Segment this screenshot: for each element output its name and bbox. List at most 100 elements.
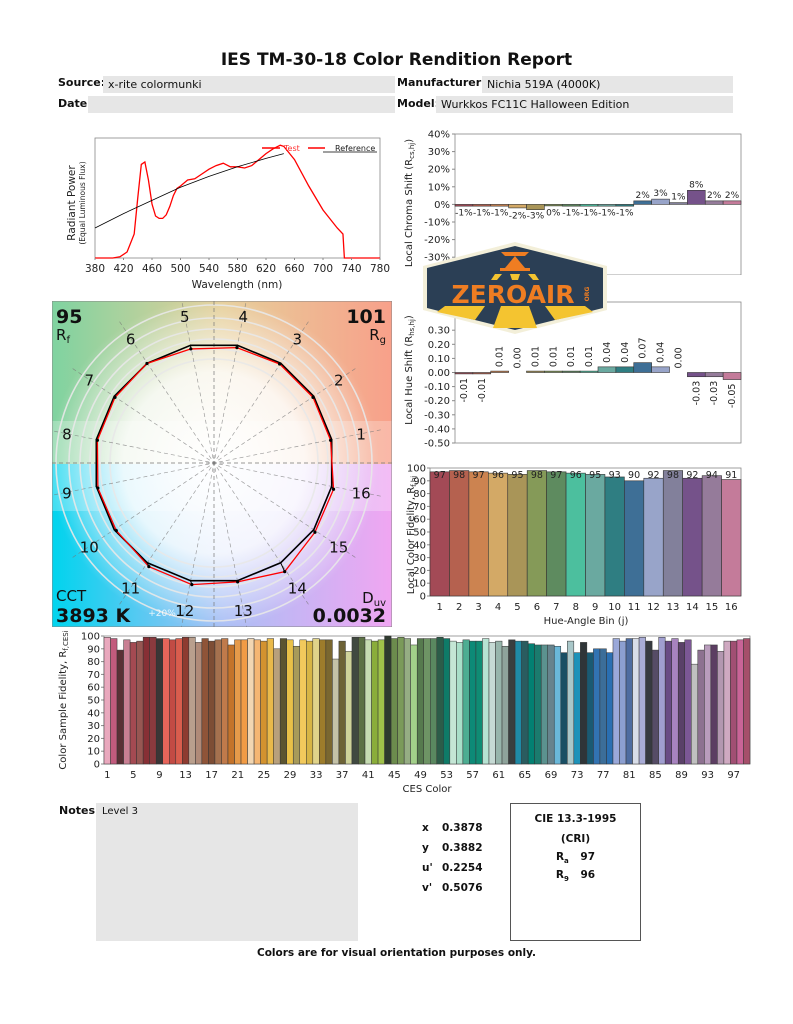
- cct-label: CCT: [56, 587, 87, 605]
- svg-text:-0.01: -0.01: [459, 378, 470, 403]
- notes-field[interactable]: Level 3: [96, 803, 358, 941]
- colorimetry-values: x 0.3878 y 0.3882 u' 0.2254 v' 0.5076: [422, 818, 483, 898]
- model-field[interactable]: Wurkkos FC11C Halloween Edition: [436, 96, 733, 113]
- svg-text:30: 30: [87, 721, 100, 732]
- svg-text:0.20: 0.20: [428, 340, 450, 351]
- svg-text:12: 12: [647, 602, 660, 613]
- svg-text:0.04: 0.04: [656, 342, 667, 363]
- svg-text:780: 780: [370, 263, 390, 275]
- cct-value: 3893 K: [56, 605, 131, 627]
- svg-text:41: 41: [362, 770, 375, 781]
- svg-text:0.07: 0.07: [638, 337, 649, 358]
- svg-text:1: 1: [437, 602, 443, 613]
- svg-text:2%: 2%: [707, 191, 722, 201]
- svg-text:100: 100: [407, 464, 426, 475]
- legend-reference: Reference: [335, 144, 375, 153]
- svg-text:2: 2: [334, 372, 344, 390]
- svg-text:10: 10: [608, 602, 621, 613]
- spd-chart: Radiant Power (Equal Luminous Flux) Test…: [66, 137, 390, 291]
- duv-value: 0.0032: [313, 605, 386, 627]
- svg-text:80: 80: [413, 489, 426, 500]
- svg-text:-1%: -1%: [598, 208, 616, 218]
- svg-text:60: 60: [413, 515, 426, 526]
- svg-text:8%: 8%: [689, 180, 704, 190]
- svg-text:90: 90: [413, 476, 426, 487]
- svg-text:7: 7: [85, 372, 95, 390]
- logo-text: ZEROAIR: [452, 280, 575, 309]
- svg-text:50: 50: [87, 696, 100, 707]
- hue-bars: -0.01 -0.01 0.01 0.00 0.01 0.01 0.01 0.01 0.04 0.…: [454, 337, 742, 408]
- svg-text:20%: 20%: [428, 165, 450, 176]
- svg-text:90: 90: [87, 644, 100, 655]
- svg-text:96: 96: [570, 470, 582, 481]
- svg-text:4: 4: [495, 602, 501, 613]
- svg-text:97: 97: [473, 470, 485, 481]
- cri-subtitle: (CRI): [560, 833, 591, 845]
- svg-text:380: 380: [85, 263, 105, 275]
- y-label: y: [422, 842, 429, 854]
- footer-note: Colors are for visual orientation purpos…: [257, 947, 536, 959]
- svg-text:40%: 40%: [428, 130, 450, 141]
- svg-text:96: 96: [492, 470, 504, 481]
- svg-text:95: 95: [589, 470, 601, 481]
- svg-text:2%: 2%: [725, 191, 740, 201]
- hue-ylabel: Local Hue Shift (Rhs,hj): [404, 315, 416, 425]
- svg-text:93: 93: [609, 470, 621, 481]
- rf-label: Rf: [56, 326, 70, 346]
- svg-text:4: 4: [238, 308, 248, 326]
- cvg-hue-spokes: [52, 301, 392, 627]
- svg-text:5: 5: [180, 308, 190, 326]
- svg-text:25: 25: [258, 770, 271, 781]
- svg-text:10: 10: [87, 747, 100, 758]
- svg-text:5: 5: [514, 602, 520, 613]
- local-fidelity-xlabel: Hue-Angle Bin (j): [544, 616, 629, 627]
- svg-text:29: 29: [284, 770, 297, 781]
- x-value: 0.3878: [442, 822, 483, 834]
- svg-text:-0.03: -0.03: [691, 381, 702, 406]
- spd-lines: [94, 144, 380, 259]
- svg-text:16: 16: [725, 602, 738, 613]
- manufacturer-field[interactable]: Nichia 519A (4000K): [482, 76, 733, 93]
- svg-text:97: 97: [550, 470, 562, 481]
- svg-text:-2%: -2%: [509, 211, 527, 221]
- rf-value: 95: [56, 306, 82, 328]
- ces-xlabel: CES Color: [403, 784, 453, 795]
- svg-text:-1%: -1%: [491, 208, 509, 218]
- svg-text:92: 92: [686, 470, 698, 481]
- svg-text:0: 0: [94, 760, 100, 771]
- svg-text:6: 6: [126, 330, 136, 348]
- svg-text:8: 8: [62, 426, 72, 444]
- svg-text:9: 9: [592, 602, 598, 613]
- v-value: 0.5076: [442, 882, 483, 894]
- svg-text:-0.01: -0.01: [477, 378, 488, 403]
- svg-text:91: 91: [725, 470, 737, 481]
- cri-title: CIE 13.3-1995: [534, 813, 617, 825]
- date-field[interactable]: [88, 96, 395, 113]
- svg-text:90: 90: [628, 470, 640, 481]
- svg-text:100: 100: [81, 632, 100, 643]
- svg-text:0.01: 0.01: [566, 346, 577, 367]
- svg-text:3: 3: [293, 330, 303, 348]
- svg-text:0.00: 0.00: [673, 347, 684, 368]
- svg-text:0%: 0%: [546, 208, 561, 218]
- spd-legend: Test Reference: [262, 144, 377, 153]
- svg-text:-3%: -3%: [527, 211, 545, 221]
- svg-text:12: 12: [175, 602, 194, 620]
- v-label: v': [422, 882, 433, 894]
- svg-text:500: 500: [170, 263, 190, 275]
- manufacturer-label: Manufacturer:: [397, 76, 486, 89]
- ces-bars: [103, 635, 751, 765]
- svg-text:15: 15: [329, 538, 348, 556]
- svg-text:-10%: -10%: [424, 218, 450, 229]
- chroma-bars: -1% -1% -1% -2% -3% 0% -1% -1% -1% -1%2% 3% 1%8%2% 2…: [454, 180, 742, 221]
- svg-text:0.01: 0.01: [548, 346, 559, 367]
- source-field[interactable]: x-rite colormunki: [103, 76, 395, 93]
- ces-x-ticks: 1 5 9 13 17 21 25 29 33 37 41 45 49 53 57 61 65 69 73 77 81 8…: [104, 770, 740, 781]
- svg-text:33: 33: [310, 770, 323, 781]
- local-fidelity-chart: Local Color Fidelity, Rf,hj 100908070605…: [406, 464, 742, 627]
- date-label: Date:: [58, 97, 92, 110]
- r9-value: 96: [580, 869, 596, 882]
- logo-suffix: ORG: [584, 287, 591, 302]
- svg-text:97: 97: [434, 470, 446, 481]
